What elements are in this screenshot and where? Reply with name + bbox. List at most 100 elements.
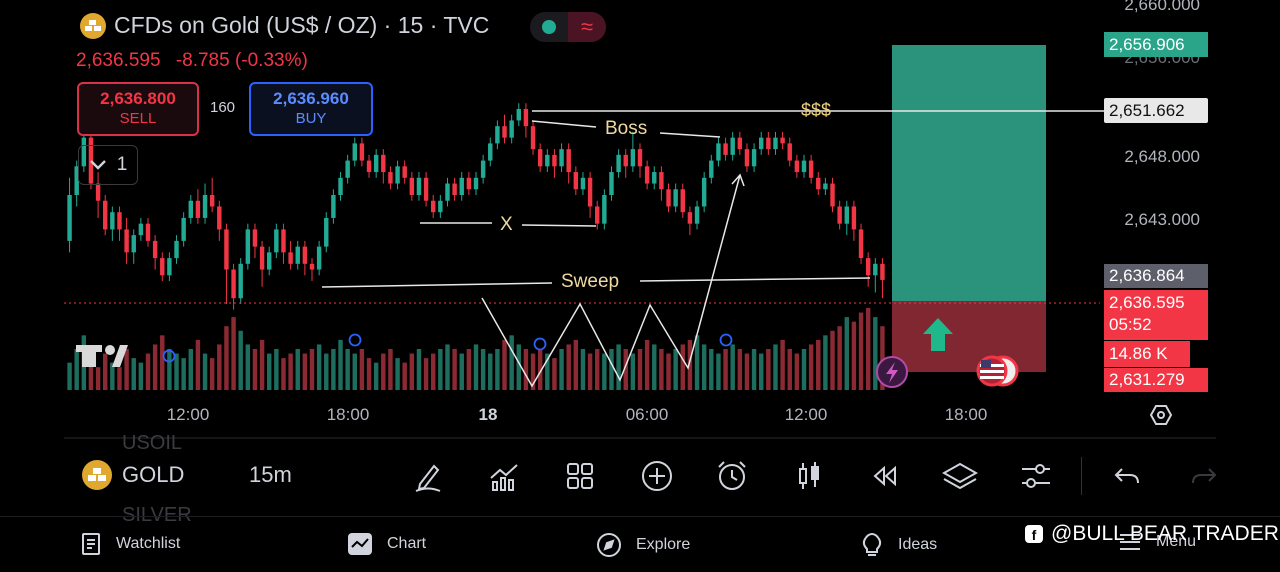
candle-body <box>345 160 350 178</box>
grid-layout-icon[interactable] <box>562 458 598 494</box>
candle-body <box>152 240 158 259</box>
price-chart[interactable] <box>0 0 1280 440</box>
candle-body <box>502 126 507 138</box>
candle-body <box>773 137 778 150</box>
long-position-tool[interactable] <box>64 45 1100 372</box>
candle-body <box>509 120 514 138</box>
sweep-line-b <box>639 277 871 282</box>
volume-bar <box>573 339 579 390</box>
buy-button[interactable]: 2,636.960 BUY <box>249 82 373 136</box>
sell-button[interactable]: 2,636.800 SELL <box>77 82 199 136</box>
candle-body <box>644 166 650 184</box>
volume-bar <box>580 349 586 390</box>
candle-body <box>95 183 101 201</box>
candle-body <box>74 166 79 195</box>
candle-body <box>716 143 721 161</box>
menu-icon <box>1120 534 1140 550</box>
candle-body <box>181 217 186 241</box>
candles-icon[interactable] <box>791 458 827 494</box>
candle-body <box>209 195 215 207</box>
volume-bar <box>224 326 229 390</box>
volume-bar <box>609 349 614 390</box>
redo-icon[interactable] <box>1186 458 1222 494</box>
watchlist-icon <box>82 533 100 555</box>
pencil-icon[interactable] <box>410 458 446 494</box>
symbol-above[interactable]: USOIL <box>122 432 183 454</box>
candle-body <box>316 246 322 270</box>
volume-bar <box>751 349 757 390</box>
candle-body <box>445 183 450 201</box>
volume-bar <box>452 349 457 390</box>
candle-body <box>830 183 835 207</box>
volume-bar <box>316 344 322 390</box>
price-readout: 2,636.595 -8.785 (-0.33%) <box>76 50 318 72</box>
flash-icon <box>876 356 908 388</box>
candle-body <box>858 229 864 259</box>
layers-icon[interactable] <box>942 458 978 494</box>
candle-body <box>637 149 643 167</box>
candle-body <box>602 195 607 224</box>
candle-body <box>274 229 279 253</box>
last-price-value: 2,636.595 <box>1109 293 1185 312</box>
time-axis-label: 18:00 <box>944 405 988 424</box>
candle-body <box>81 137 87 167</box>
volume-bar <box>537 349 543 390</box>
undo-icon[interactable] <box>1109 458 1145 494</box>
volume-bar <box>759 353 764 390</box>
volume-bar <box>830 330 835 390</box>
candle-body <box>530 126 536 150</box>
volume-bar <box>595 349 600 390</box>
lightbulb-icon <box>862 532 882 556</box>
candle-body <box>160 258 165 276</box>
volume-bar <box>623 349 628 390</box>
candle-body <box>709 160 714 178</box>
candle-body <box>103 200 108 230</box>
candle-body <box>616 154 621 173</box>
candle-body <box>844 206 849 224</box>
candle-body <box>687 212 693 224</box>
nav-menu[interactable]: Menu <box>1118 532 1196 552</box>
nav-explore[interactable]: Explore <box>596 532 690 558</box>
candle-body <box>823 183 828 190</box>
market-status-toggle[interactable]: ≈ <box>530 12 606 42</box>
sell-label: SELL <box>119 110 157 127</box>
nav-watchlist[interactable]: Watchlist <box>80 532 180 556</box>
settings-sliders-icon[interactable] <box>1018 458 1054 494</box>
volume-bar <box>331 349 336 390</box>
candle-body <box>580 177 586 190</box>
timeframe-selector[interactable]: 15m <box>249 462 292 487</box>
candle-body <box>67 195 72 241</box>
candle-body <box>673 189 678 207</box>
tradingview-logo-icon <box>76 345 128 367</box>
symbol-title[interactable]: CFDs on Gold (US$ / OZ) · 15 · TVC <box>80 12 489 39</box>
candle-body <box>409 177 415 195</box>
volume-bar <box>794 353 800 390</box>
candle-body <box>816 177 821 190</box>
symbol-below[interactable]: SILVER <box>122 504 192 526</box>
nav-chart[interactable]: Chart <box>347 532 426 556</box>
x-label: X <box>500 214 513 235</box>
candle-body <box>609 172 614 195</box>
volume-bar <box>274 349 279 390</box>
candle-body <box>281 229 286 253</box>
replay-icon[interactable] <box>866 458 902 494</box>
nav-ideas[interactable]: Ideas <box>860 532 937 558</box>
facebook-icon: f <box>1025 525 1043 543</box>
volume-bar <box>488 353 493 390</box>
candle-body <box>516 108 521 121</box>
candle-body <box>587 177 593 207</box>
candle-body <box>552 154 557 167</box>
loss-zone <box>892 301 1046 372</box>
alarm-icon[interactable] <box>714 458 750 494</box>
candle-body <box>573 172 579 190</box>
candle-body <box>459 177 464 195</box>
volume-bar <box>231 317 236 390</box>
candle-body <box>865 258 871 276</box>
indicators-icon[interactable] <box>486 458 522 494</box>
volume-bar <box>865 308 871 390</box>
sell-price: 2,636.800 <box>100 89 176 108</box>
plus-circle-icon[interactable] <box>639 458 675 494</box>
candle-body <box>801 160 807 173</box>
legend-toggle-button[interactable]: 1 <box>78 145 138 185</box>
symbol-selector[interactable]: GOLD <box>82 460 184 490</box>
